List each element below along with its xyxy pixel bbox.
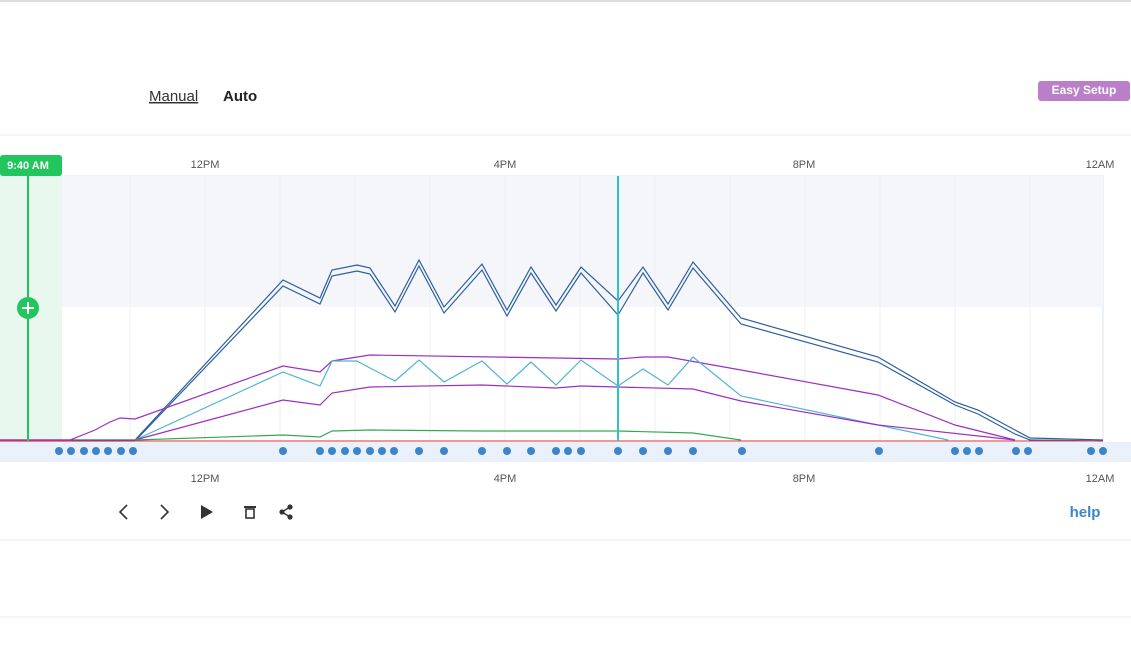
top-time-label: 12AM — [1086, 159, 1115, 171]
current-time: 9:40 AM — [7, 160, 49, 172]
event-dot — [67, 447, 75, 455]
time-badge — [0, 155, 62, 176]
event-dot — [1087, 447, 1095, 455]
trash-lid — [244, 506, 256, 508]
prev-button[interactable] — [118, 504, 128, 520]
event-dot — [689, 447, 697, 455]
event-dot — [415, 447, 423, 455]
toolbar: help — [118, 504, 1101, 521]
trash-body — [245, 508, 255, 519]
event-dot — [639, 447, 647, 455]
event-dot — [1099, 447, 1107, 455]
event-dot — [316, 447, 324, 455]
share-node — [287, 514, 293, 520]
event-dot — [875, 447, 883, 455]
curve — [0, 258, 1104, 441]
button-bg — [1038, 81, 1130, 101]
event-dot — [975, 447, 983, 455]
schedule-chart[interactable]: 9:40 AM — [0, 155, 1131, 462]
event-dot — [353, 447, 361, 455]
top-time-label: 12PM — [191, 159, 220, 171]
auto-tab[interactable]: Auto — [223, 88, 257, 105]
share-node — [287, 504, 293, 510]
top-time-label: 4PM — [494, 159, 517, 171]
bottom-time-label: 12PM — [191, 473, 220, 485]
curve — [134, 384, 1016, 441]
share-node — [279, 509, 285, 515]
event-dot — [1024, 447, 1032, 455]
high-band — [0, 176, 1103, 307]
play-button[interactable] — [201, 505, 213, 519]
event-dot — [614, 447, 622, 455]
top-time-label: 8PM — [793, 159, 816, 171]
event-dot — [963, 447, 971, 455]
delete-button[interactable] — [244, 506, 256, 519]
event-dot — [951, 447, 959, 455]
event-dot — [664, 447, 672, 455]
event-dot — [55, 447, 63, 455]
manual-tab[interactable]: Manual — [149, 88, 198, 105]
help-link[interactable]: help — [1070, 504, 1101, 521]
event-dot — [1012, 447, 1020, 455]
event-dot — [478, 447, 486, 455]
event-dot — [440, 447, 448, 455]
curve — [134, 356, 949, 441]
bottom-time-label: 4PM — [494, 473, 517, 485]
share-button[interactable] — [279, 504, 293, 520]
event-dot — [503, 447, 511, 455]
event-dot — [564, 447, 572, 455]
event-dot — [341, 447, 349, 455]
event-dot — [738, 447, 746, 455]
bottom-time-label: 12AM — [1086, 473, 1115, 485]
event-dot — [577, 447, 585, 455]
event-dot — [104, 447, 112, 455]
curve — [0, 264, 1104, 442]
event-dot — [80, 447, 88, 455]
curve — [134, 429, 742, 441]
event-dot — [117, 447, 125, 455]
event-dot — [328, 447, 336, 455]
plus-icon — [22, 302, 34, 314]
event-dot — [390, 447, 398, 455]
bottom-time-label: 8PM — [793, 473, 816, 485]
event-dot — [279, 447, 287, 455]
event-dot — [366, 447, 374, 455]
event-dot — [129, 447, 137, 455]
event-dot — [552, 447, 560, 455]
event-dot — [92, 447, 100, 455]
event-dot — [527, 447, 535, 455]
easy-setup-button[interactable]: Easy Setup — [1038, 81, 1130, 101]
event-dot — [378, 447, 386, 455]
button-label: Easy Setup — [1052, 83, 1117, 97]
next-button[interactable] — [160, 504, 170, 520]
